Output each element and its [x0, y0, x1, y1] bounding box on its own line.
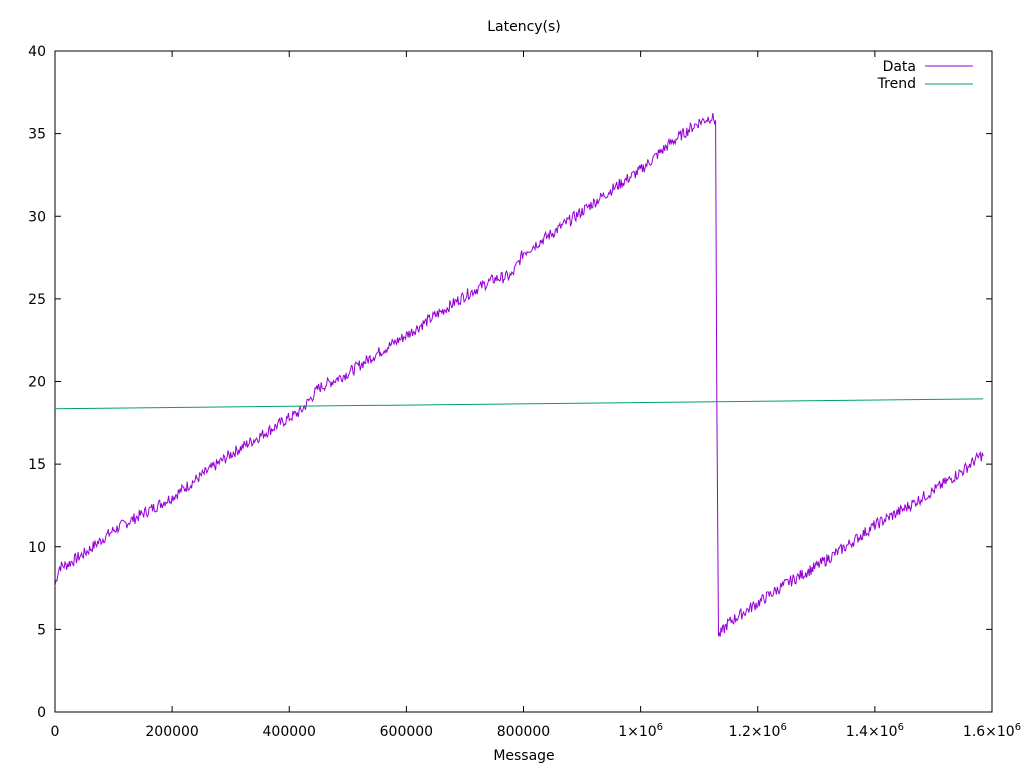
y-tick-label: 15: [28, 457, 46, 473]
y-tick-label: 25: [28, 292, 46, 308]
legend: Data Trend: [877, 59, 973, 92]
x-axis-label: Message: [493, 748, 554, 764]
series-line-data: [54, 113, 984, 637]
axis-ticks: [54, 50, 993, 713]
x-tick-label: 400000: [263, 724, 316, 740]
legend-label-data: Data: [883, 59, 916, 75]
x-tick-label: 1.4×106: [846, 722, 904, 740]
y-tick-label: 30: [28, 209, 46, 225]
y-tick-label: 20: [28, 375, 46, 391]
chart-title: Latency(s): [487, 19, 561, 35]
x-tick-label: 800000: [497, 724, 550, 740]
y-tick-label: 0: [37, 705, 46, 721]
y-tick-label: 5: [37, 622, 46, 638]
x-tick-label: 1×106: [618, 722, 663, 740]
x-tick-label: 600000: [380, 724, 433, 740]
plot-frame: [54, 50, 993, 713]
y-tick-label: 40: [28, 44, 46, 60]
x-tick-label: 1.2×106: [729, 722, 787, 740]
series-line-trend: [54, 398, 984, 410]
plot-area: [54, 50, 993, 713]
tick-labels: 0 5 10 15 20 25 30 35 40 0 200000 400000 600000 80000…: [28, 44, 1021, 740]
x-tick-label: 1.6×106: [963, 722, 1021, 740]
y-tick-label: 35: [28, 127, 46, 143]
y-tick-label: 10: [28, 540, 46, 556]
x-tick-label: 200000: [145, 724, 198, 740]
legend-label-trend: Trend: [877, 76, 916, 92]
x-tick-label: 0: [51, 724, 60, 740]
